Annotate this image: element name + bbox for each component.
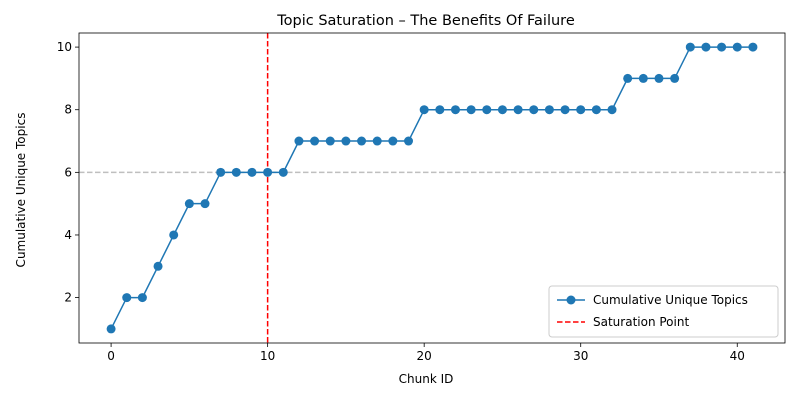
data-point — [372, 136, 382, 146]
x-tick-label: 30 — [573, 349, 588, 363]
data-point — [247, 167, 257, 177]
legend-point-marker — [566, 295, 576, 305]
data-point — [670, 73, 680, 83]
data-point — [732, 42, 742, 52]
data-point — [544, 105, 554, 115]
data-point — [310, 136, 320, 146]
data-point — [748, 42, 758, 52]
data-point — [231, 167, 241, 177]
data-point — [419, 105, 429, 115]
chart-title: Topic Saturation – The Benefits Of Failu… — [276, 13, 575, 29]
data-point — [153, 261, 163, 271]
data-point — [137, 293, 147, 303]
y-tick-label: 4 — [64, 228, 72, 242]
data-point — [623, 73, 633, 83]
legend-label-series: Cumulative Unique Topics — [593, 293, 748, 307]
data-point — [607, 105, 617, 115]
y-tick-label: 6 — [64, 165, 72, 179]
data-point — [513, 105, 523, 115]
data-point — [184, 199, 194, 209]
data-point — [278, 167, 288, 177]
data-point — [701, 42, 711, 52]
legend: Cumulative Unique Topics Saturation Poin… — [548, 285, 779, 338]
data-point — [263, 167, 273, 177]
data-point — [591, 105, 601, 115]
legend-frame — [548, 285, 779, 338]
y-axis-label: Cumulative Unique Topics — [14, 113, 28, 268]
x-tick-label: 10 — [260, 349, 275, 363]
x-tick-label: 0 — [107, 349, 115, 363]
data-point — [200, 199, 210, 209]
data-point — [122, 293, 132, 303]
x-tick-label: 40 — [730, 349, 745, 363]
y-tick-label: 10 — [57, 40, 72, 54]
data-point — [106, 324, 116, 334]
y-tick-label: 2 — [64, 291, 72, 305]
data-point — [466, 105, 476, 115]
data-point — [529, 105, 539, 115]
legend-label-saturation: Saturation Point — [593, 315, 689, 329]
data-point — [404, 136, 414, 146]
data-point — [216, 167, 226, 177]
data-point — [576, 105, 586, 115]
data-point — [435, 105, 445, 115]
data-point — [685, 42, 695, 52]
axes-frame — [78, 32, 786, 344]
data-point — [341, 136, 351, 146]
data-point — [717, 42, 727, 52]
data-point — [482, 105, 492, 115]
data-point — [357, 136, 367, 146]
data-point — [654, 73, 664, 83]
data-point — [169, 230, 179, 240]
data-point — [388, 136, 398, 146]
data-point — [294, 136, 304, 146]
x-tick-label: 20 — [417, 349, 432, 363]
x-axis-label: Chunk ID — [399, 372, 454, 386]
data-point — [450, 105, 460, 115]
plot-area: 0 10 20 30 40 2 4 6 8 10 — [57, 32, 786, 363]
data-point — [638, 73, 648, 83]
data-point — [497, 105, 507, 115]
data-point — [560, 105, 570, 115]
y-tick-label: 8 — [64, 103, 72, 117]
data-point — [325, 136, 335, 146]
